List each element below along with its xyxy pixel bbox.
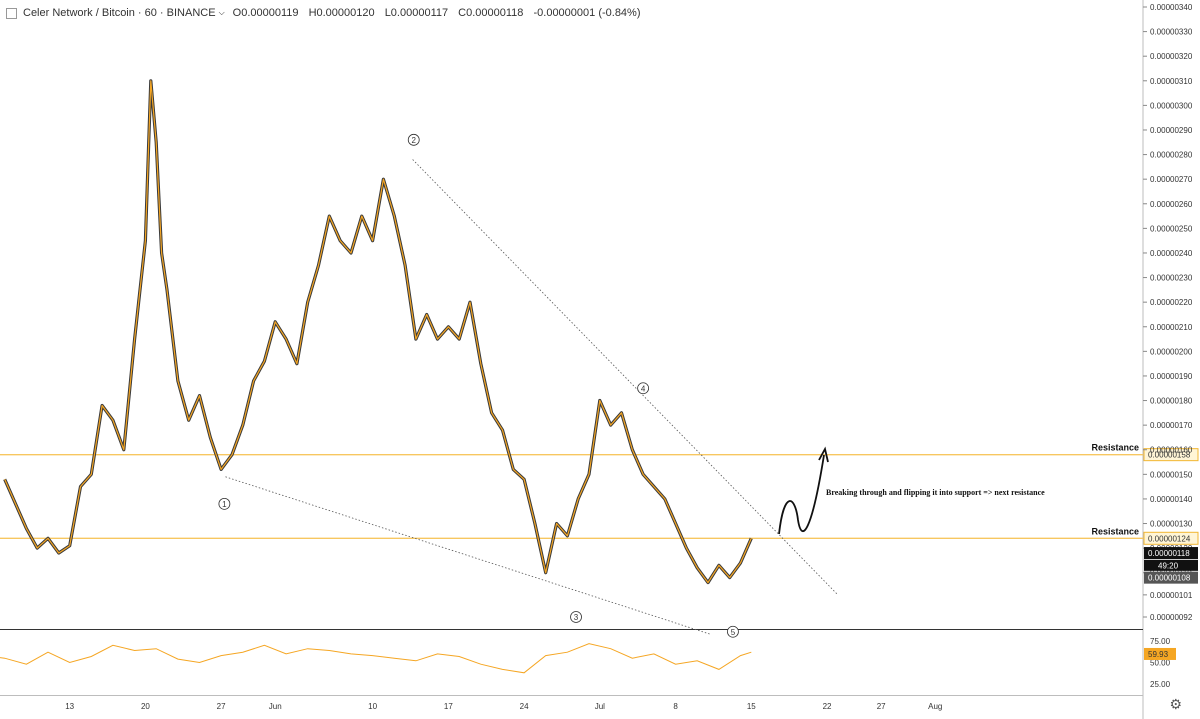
time-tick-label: 10 [368, 702, 377, 711]
price-tick-label: 0.00000310 [1150, 77, 1193, 86]
gear-icon[interactable]: ⚙ [1169, 696, 1182, 712]
close-value: C0.00000118 [458, 7, 524, 19]
price-series [3, 79, 753, 585]
price-tick-label: 0.00000092 [1150, 613, 1193, 622]
wave-labels: 1 2 3 4 5 [218, 133, 739, 638]
price-tick-label: 0.00000320 [1150, 52, 1193, 61]
price-tick-label: 0.00000170 [1150, 421, 1193, 430]
price-label-low_marker: 0.00000108 [1148, 574, 1191, 583]
oscillator-tick-label: 75.00 [1150, 637, 1171, 646]
wave-label-circle [407, 133, 420, 146]
arrow-head [818, 446, 829, 463]
price-tick-label: 0.00000270 [1150, 175, 1193, 184]
price-tick-label: 0.00000190 [1150, 372, 1193, 381]
chevron-down-icon[interactable]: ⌵ [218, 8, 225, 17]
lower-trendline [225, 476, 711, 635]
price-tick-label: 0.00000160 [1150, 446, 1193, 455]
wedge-trendlines [225, 159, 839, 635]
price-scale[interactable]: 0.000000920.000001010.000001100.00000120… [1143, 3, 1193, 622]
wave-label: 2 [412, 136, 417, 145]
time-tick-label: 27 [217, 702, 226, 711]
annotation-group: Breaking through and flipping it into su… [778, 446, 1045, 535]
resistance-label: Resistance [1091, 443, 1139, 453]
price-tick-label: 0.00000240 [1150, 249, 1193, 258]
price-label-current: 0.00000118 [1148, 549, 1190, 558]
price-tick-label: 0.00000230 [1150, 274, 1193, 283]
resistance-price-label: 0.00000158 [1148, 451, 1191, 460]
oscillator-current-box [1144, 647, 1176, 660]
price-line [4, 80, 752, 584]
breakout-arrow [778, 454, 825, 535]
price-tick-label: 0.00000150 [1150, 470, 1193, 479]
wave-label-circle [727, 625, 739, 638]
open-value: O0.00000119 [232, 7, 299, 19]
resistance-price-label: 0.00000124 [1148, 534, 1191, 543]
oscillator-current-label: 59.93 [1148, 650, 1169, 659]
resistance-label: Resistance [1091, 526, 1139, 536]
price-label-box [1144, 571, 1198, 584]
oscillator-scale[interactable]: 25.00 50.00 75.00 59.93 [1144, 637, 1176, 689]
time-tick-label: 17 [444, 702, 453, 711]
wave-label-circle [218, 497, 231, 510]
time-tick-label: Jul [595, 702, 605, 711]
time-tick-label: 24 [520, 702, 529, 711]
ohlc-readout: O0.00000119 H0.00000120 L0.00000117 C0.0… [233, 7, 648, 19]
time-tick-label: Jun [269, 702, 282, 711]
high-value: H0.00000120 [308, 7, 375, 19]
price-tick-label: 0.00000101 [1150, 591, 1193, 600]
oscillator-line [0, 643, 752, 674]
time-tick-label: 15 [747, 702, 756, 711]
wave-label-circle [570, 611, 582, 623]
price-label-box [1144, 547, 1198, 560]
price-label-countdown: 49:20 [1158, 561, 1179, 570]
symbol-title[interactable]: Celer Network / Bitcoin · 60 · BINANCE [23, 7, 216, 19]
change-value: -0.00000001 (-0.84%) [533, 7, 641, 19]
oscillator-tick-label: 25.00 [1150, 680, 1171, 689]
chart-header: Celer Network / Bitcoin · 60 · BINANCE ⌵… [0, 0, 648, 26]
price-tick-label: 0.00000200 [1150, 347, 1193, 356]
time-tick-label: 8 [673, 702, 678, 711]
oscillator-series [0, 643, 752, 674]
wave-label: 5 [731, 628, 736, 637]
price-tick-label: 0.00000220 [1150, 298, 1193, 307]
price-tick-label: 0.00000130 [1150, 520, 1193, 529]
resistance-price-box [1143, 448, 1199, 462]
chart-grid-icon[interactable] [6, 7, 17, 19]
price-label-box [1144, 559, 1198, 571]
wave-label: 4 [641, 384, 646, 393]
time-axis[interactable]: 13 20 27 Jun 10 17 24 Jul 8 15 22 27 Aug [65, 702, 942, 711]
price-tick-label: 0.00000330 [1150, 28, 1193, 37]
price-tick-label: 0.00000280 [1150, 151, 1193, 160]
time-tick-label: 20 [141, 702, 150, 711]
resistance-lines: Resistance 0.00000158 Resistance 0.00000124 [0, 443, 1199, 545]
price-tick-label: 0.00000180 [1150, 397, 1193, 406]
wave-label-circle [637, 382, 650, 395]
price-tick-label: 0.00000140 [1150, 495, 1193, 504]
low-value: L0.00000117 [384, 7, 449, 19]
wave-label: 1 [222, 500, 227, 509]
oscillator-tick-label: 50.00 [1150, 659, 1171, 668]
time-tick-label: 22 [823, 702, 832, 711]
resistance-price-box [1143, 531, 1199, 545]
price-tick-label: 0.00000210 [1150, 323, 1193, 332]
annotation-text: Breaking through and flipping it into su… [826, 488, 1045, 497]
price-tick-label: 0.00000290 [1150, 126, 1193, 135]
price-tick-label: 0.00000340 [1150, 3, 1193, 12]
price-tick-label: 0.00000260 [1150, 200, 1193, 209]
price-tick-label: 0.00000300 [1150, 101, 1193, 110]
time-tick-label: 13 [65, 702, 74, 711]
price-labels: 0.00000118 49:20 0.00000108 [1144, 547, 1198, 584]
price-tick-label: 0.00000250 [1150, 224, 1193, 233]
wave-label: 3 [574, 613, 579, 622]
time-tick-label: 27 [877, 702, 886, 711]
time-tick-label: Aug [928, 702, 942, 711]
